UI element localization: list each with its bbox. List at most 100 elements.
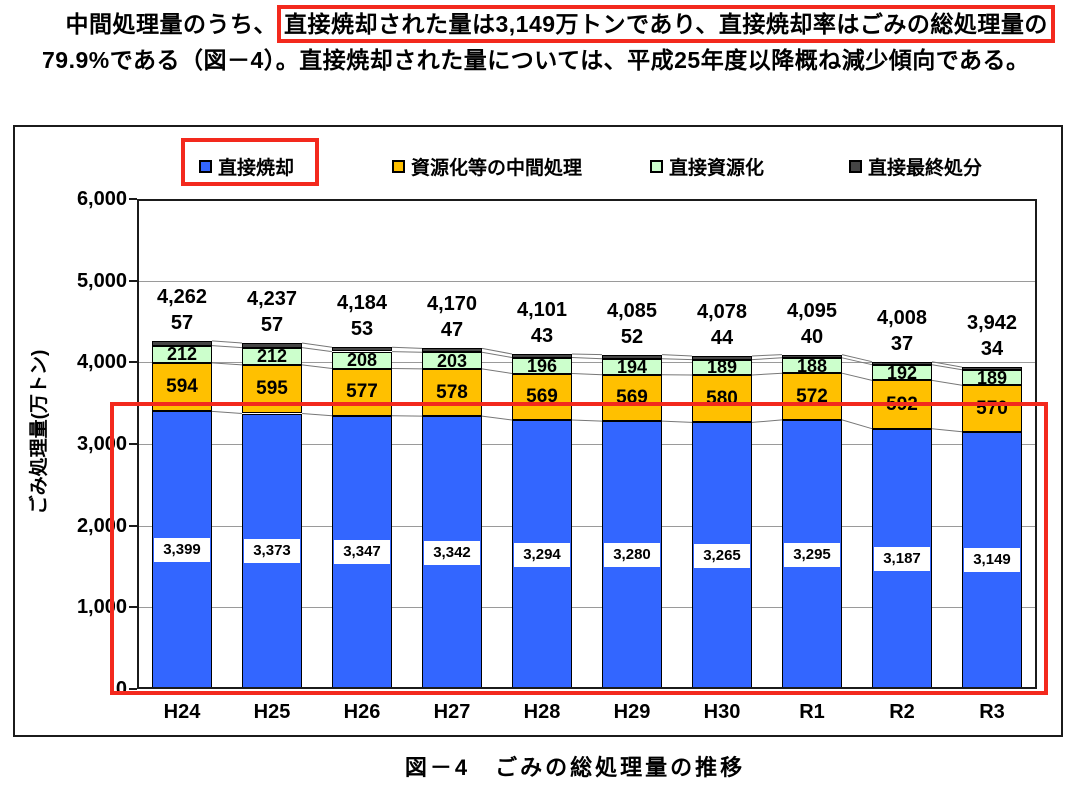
series-connector-lines [211, 340, 963, 433]
bar-segment [602, 354, 662, 359]
segment-value-label: 592 [886, 393, 918, 415]
bar-segment [512, 373, 572, 420]
segment-value-label: 212 [256, 346, 288, 367]
bar-segment [152, 340, 212, 346]
bar-segment [602, 374, 662, 422]
segment-value-label: 570 [976, 397, 1008, 419]
gridline [137, 362, 1037, 364]
paragraph-line-2: 79.9%である（図－4）。直接焼却された量については、平成25年度以降概ね減少… [42, 47, 1030, 73]
segment-value-label: 578 [436, 381, 468, 403]
y-axis-tick-label: 6,000 [76, 188, 127, 210]
bar-segment [332, 351, 392, 369]
bar-segment [242, 347, 302, 365]
final-disposal-value-label: 40 [800, 325, 824, 348]
total-value-label: 4,095 [786, 299, 838, 322]
bar-segment [152, 345, 212, 363]
final-disposal-value-label: 52 [620, 325, 644, 348]
x-axis-label: H24 [163, 701, 201, 723]
total-value-label: 4,101 [516, 299, 568, 321]
segment-value-label: 569 [616, 386, 648, 408]
segment-value-label: 189 [706, 357, 738, 378]
final-disposal-value-label: 37 [890, 332, 914, 355]
segment-value-label: 595 [256, 378, 288, 400]
y-axis-tick-label: 5,000 [76, 269, 127, 292]
y-axis-tick-mark [129, 606, 137, 609]
x-axis-label: R1 [799, 701, 825, 723]
segment-value-label: 188 [796, 355, 828, 376]
bar-segment [512, 354, 572, 358]
segment-value-label: 569 [526, 385, 558, 407]
segment-value-label: 594 [166, 376, 198, 398]
y-axis-tick-label: 1,000 [76, 596, 127, 619]
bar-segment [692, 375, 752, 423]
bar-segment [962, 385, 1022, 432]
segment-value-label: 3,187 [874, 546, 930, 571]
bar-segment [782, 373, 842, 420]
segment-value-label: 212 [166, 344, 198, 365]
total-value-label: 4,262 [156, 285, 208, 308]
legend-item-1: 資源化等の中間処理 [392, 154, 583, 179]
paragraph-lead-text: 中間処理量のうち、 [42, 11, 277, 37]
total-value-label: 3,942 [966, 312, 1018, 335]
final-disposal-value-label: 57 [170, 311, 194, 334]
segment-value-label: 3,280 [604, 543, 660, 568]
segment-value-label: 3,295 [784, 542, 840, 567]
bar-segment [332, 347, 392, 352]
x-axis-label: R3 [979, 701, 1005, 723]
legend-item-label: 直接資源化 [669, 157, 765, 179]
bar-segment [962, 369, 1022, 386]
y-axis-tick-mark [129, 688, 137, 690]
segment-value-label: 3,373 [244, 539, 300, 564]
legend-item-label: 直接焼却 [218, 157, 295, 179]
final-disposal-value-label: 43 [530, 325, 554, 347]
bar-segment [782, 354, 842, 358]
y-axis-tick-label: 4,000 [76, 351, 127, 374]
gridline [137, 444, 1037, 445]
legend-swatch-icon [392, 159, 405, 173]
legend-swatch-icon [650, 159, 663, 173]
segment-value-label: 208 [346, 350, 378, 370]
bar-segment [422, 348, 482, 353]
total-value-label: 4,237 [246, 288, 298, 310]
legend-item-label: 資源化等の中間処理 [411, 157, 583, 179]
paragraph-line-1: 中間処理量のうち、 直接焼却された量は3,149万トンであり、直接焼却率はごみの総… [42, 5, 1072, 43]
segment-value-label: 580 [706, 387, 738, 409]
final-disposal-value-label: 34 [980, 338, 1004, 361]
legend-item-0: 直接焼却 [199, 154, 295, 179]
gridline [137, 525, 1037, 527]
segment-value-label: 194 [616, 356, 648, 377]
total-value-label: 4,184 [336, 292, 388, 315]
final-disposal-value-label: 47 [440, 319, 464, 342]
final-disposal-value-label: 57 [260, 314, 284, 336]
segment-value-label: 203 [436, 350, 468, 371]
y-axis-tick-mark [129, 198, 137, 200]
total-value-label: 4,170 [426, 293, 478, 316]
segment-value-label: 3,294 [514, 542, 570, 567]
chart-frame: 直接焼却 資源化等の中間処理 直接資源化 直接最終処分 ごみ処理量(万トン) 3,39… [13, 125, 1063, 737]
bar-segment [422, 352, 482, 369]
bar-segment [872, 361, 932, 365]
segment-value-label: 196 [526, 355, 558, 376]
x-axis-label: H30 [703, 701, 741, 723]
legend-swatch-icon [199, 159, 212, 173]
bar-segment [692, 356, 752, 360]
y-axis-tick-label: 0 [115, 678, 127, 700]
y-axis-tick-mark [129, 443, 137, 445]
segment-value-label: 189 [976, 367, 1008, 388]
segment-value-label: 577 [346, 381, 378, 403]
bar-segment [332, 368, 392, 416]
x-axis-label: H25 [253, 701, 291, 723]
bar-segment [422, 368, 482, 417]
plot-area: 3,399 594 212 4,262 57 3,373 595 212 4,237 57 3,34… [137, 199, 1037, 689]
gridline [137, 607, 1037, 609]
bar-segment [512, 357, 572, 374]
segment-value-label: 3,342 [424, 540, 480, 565]
total-value-label: 4,085 [606, 299, 658, 322]
y-axis-tick-label: 2,000 [76, 514, 127, 537]
segment-value-label: 192 [886, 362, 918, 383]
bar-segment [872, 364, 932, 381]
y-axis-tick-mark [129, 524, 137, 527]
x-axis-label: H28 [523, 701, 561, 723]
x-axis-label: H29 [613, 701, 651, 723]
